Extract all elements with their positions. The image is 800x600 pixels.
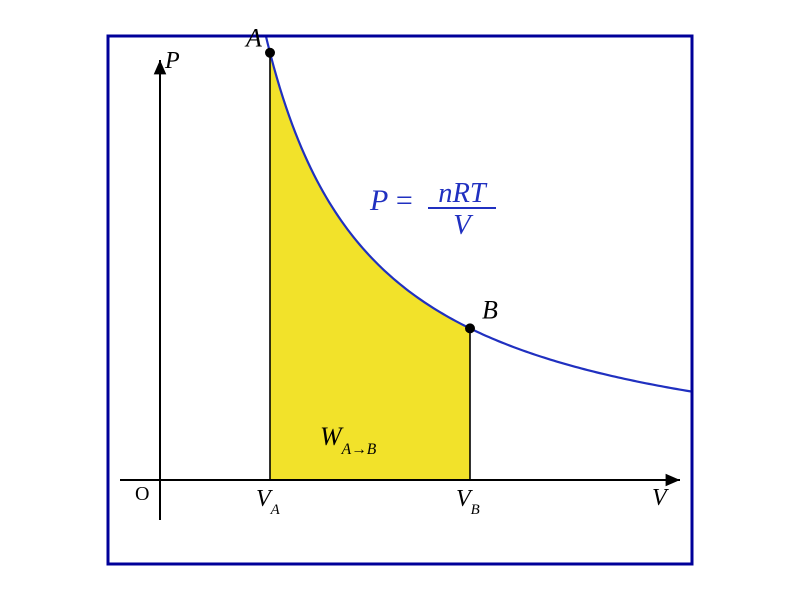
point-a [265,48,275,58]
pv-diagram: ABPVOVAVBWA→BP = nRTV [0,0,800,600]
origin-label: O [135,483,149,505]
point-a-label: A [244,24,262,53]
y-axis-label: P [164,48,180,74]
x-axis-label: V [652,485,669,511]
point-b [465,323,475,333]
point-b-label: B [482,295,498,324]
equation-lhs: P = [369,184,413,217]
equation-numer: nRT [438,178,488,209]
